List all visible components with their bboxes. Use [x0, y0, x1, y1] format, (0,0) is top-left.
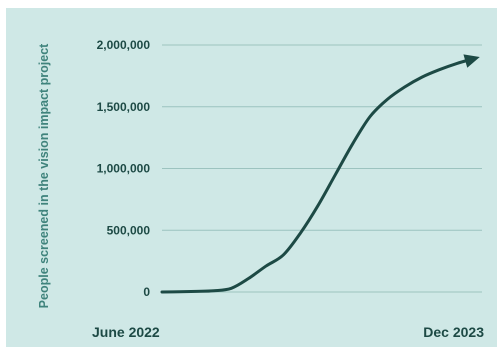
y-tick-label: 500,000: [107, 223, 151, 237]
y-axis-label: People screened in the vision impact pro…: [37, 43, 51, 308]
y-tick-label: 0: [143, 285, 150, 299]
x-tick-label: Dec 2023: [423, 324, 484, 340]
series-line: [160, 57, 476, 294]
y-tick-label: 2,000,000: [97, 38, 151, 52]
chart-panel: 0 500,000 1,000,000 1,500,000 2,000,000 June…: [6, 8, 497, 347]
x-tick-label: June 2022: [92, 324, 160, 340]
y-tick-label: 1,500,000: [97, 100, 151, 114]
y-tick-label: 1,000,000: [97, 162, 151, 176]
series-end-arrow: [463, 54, 480, 68]
chart-svg: 0 500,000 1,000,000 1,500,000 2,000,000 June…: [37, 38, 484, 340]
